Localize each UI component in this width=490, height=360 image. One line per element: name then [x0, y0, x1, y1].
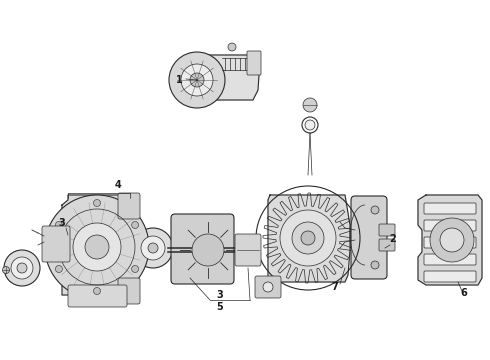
FancyBboxPatch shape: [68, 285, 127, 307]
FancyBboxPatch shape: [171, 214, 234, 284]
FancyBboxPatch shape: [424, 220, 476, 231]
FancyBboxPatch shape: [118, 278, 140, 304]
Circle shape: [132, 221, 139, 229]
FancyBboxPatch shape: [424, 203, 476, 214]
Circle shape: [305, 120, 315, 130]
FancyBboxPatch shape: [118, 193, 140, 219]
Circle shape: [45, 195, 149, 299]
FancyBboxPatch shape: [247, 51, 261, 75]
Polygon shape: [418, 195, 482, 285]
Circle shape: [148, 243, 158, 253]
Text: 5: 5: [217, 302, 223, 312]
Text: 3: 3: [59, 218, 65, 228]
Circle shape: [292, 222, 324, 254]
Text: 3: 3: [217, 290, 223, 300]
Circle shape: [85, 235, 109, 259]
Polygon shape: [62, 195, 133, 295]
Circle shape: [73, 223, 121, 271]
Circle shape: [301, 231, 315, 245]
Circle shape: [181, 64, 213, 96]
FancyBboxPatch shape: [424, 254, 476, 265]
Circle shape: [133, 228, 173, 268]
Circle shape: [430, 218, 474, 262]
Circle shape: [228, 43, 236, 51]
Text: 1: 1: [176, 75, 183, 85]
Circle shape: [55, 221, 62, 229]
FancyBboxPatch shape: [424, 237, 476, 248]
Circle shape: [4, 250, 40, 286]
Text: 7: 7: [332, 282, 339, 292]
Circle shape: [190, 73, 204, 87]
FancyBboxPatch shape: [379, 224, 395, 236]
FancyBboxPatch shape: [255, 276, 281, 298]
FancyBboxPatch shape: [424, 271, 476, 282]
FancyBboxPatch shape: [235, 234, 261, 266]
Polygon shape: [185, 55, 260, 100]
Circle shape: [11, 257, 33, 279]
Text: 2: 2: [390, 234, 396, 244]
Circle shape: [55, 266, 62, 273]
Circle shape: [371, 261, 379, 269]
Circle shape: [280, 210, 336, 266]
Polygon shape: [268, 195, 350, 282]
FancyBboxPatch shape: [351, 196, 387, 279]
Circle shape: [192, 234, 224, 266]
Circle shape: [303, 98, 317, 112]
Circle shape: [2, 266, 9, 274]
Circle shape: [132, 266, 139, 273]
Circle shape: [371, 206, 379, 214]
Text: 4: 4: [115, 180, 122, 190]
Circle shape: [169, 52, 225, 108]
Text: 6: 6: [461, 288, 467, 298]
FancyBboxPatch shape: [42, 226, 70, 262]
Circle shape: [17, 263, 27, 273]
Circle shape: [94, 199, 100, 207]
FancyBboxPatch shape: [379, 239, 395, 251]
Circle shape: [263, 282, 273, 292]
Circle shape: [440, 228, 464, 252]
Circle shape: [141, 236, 165, 260]
Circle shape: [94, 288, 100, 294]
